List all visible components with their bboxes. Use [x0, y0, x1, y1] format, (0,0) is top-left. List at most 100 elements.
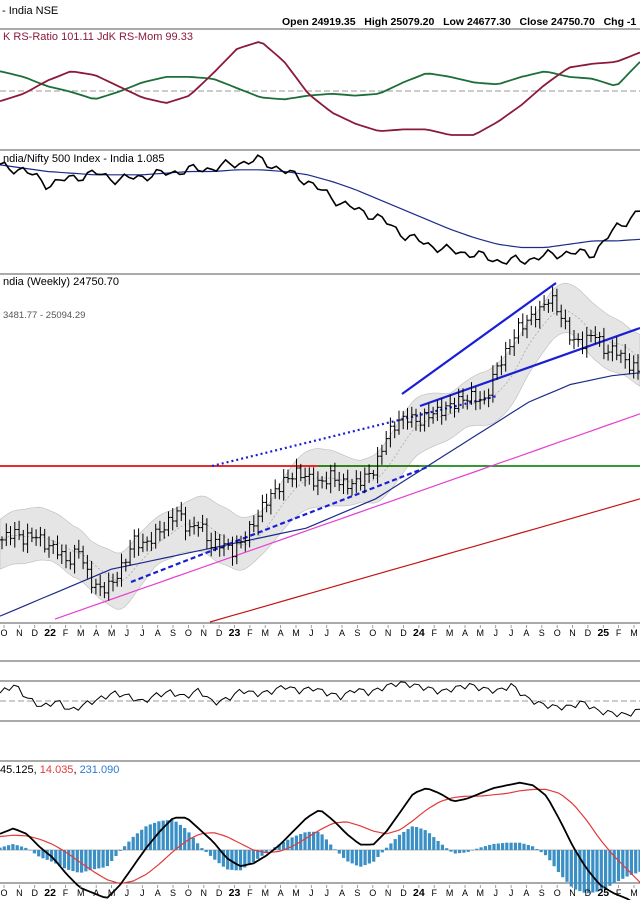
price-bar [29, 527, 34, 543]
price-bar [34, 529, 39, 546]
price-bar [324, 471, 329, 490]
macd-histogram-bar [7, 845, 11, 850]
x-axis-tick-label: A [93, 888, 99, 898]
price-bar [610, 339, 615, 362]
macd-histogram-bar [466, 850, 470, 852]
x-axis-tick-label: J [140, 888, 145, 898]
macd-histogram-bar [127, 841, 131, 850]
price-bar [589, 329, 593, 343]
x-axis-tick-label: D [585, 628, 592, 638]
price-bar [465, 394, 470, 410]
macd-histogram-bar [238, 850, 243, 871]
x-axis-tick-label: S [170, 628, 176, 638]
price-bar [175, 506, 179, 528]
price-bar [379, 444, 384, 465]
macd-histogram-bar [140, 829, 144, 850]
price-bar [520, 313, 525, 337]
price-bar [98, 574, 103, 597]
price-bar [546, 299, 551, 313]
x-axis-tick-label: M [77, 628, 85, 638]
macd-histogram-bar [221, 850, 225, 867]
macd-histogram-bar [84, 850, 88, 872]
price-bar [55, 535, 60, 560]
price-bar [409, 406, 414, 428]
price-bar [525, 314, 529, 339]
price-bar [623, 344, 628, 369]
price-bar [132, 529, 137, 558]
macd-histogram-bar [28, 850, 32, 851]
price-bar [222, 534, 226, 557]
symbol-title: - India NSE [2, 5, 58, 17]
x-axis-tick-label: O [0, 888, 7, 898]
trendlines-group [130, 282, 640, 584]
price-bar [153, 523, 158, 549]
macd-histogram-bar [191, 837, 195, 850]
price-bar [358, 471, 363, 491]
x-axis-tick-label: O [0, 628, 7, 638]
rrg-series-group [0, 41, 640, 136]
x-axis-tick-label: M [77, 888, 85, 898]
x-axis-tick-label: J [125, 628, 130, 638]
macd-histogram-bar [427, 833, 432, 850]
x-axis-tick-label: J [140, 628, 145, 638]
macd-histogram-bar [131, 836, 135, 850]
macd-histogram-bar [496, 843, 500, 850]
macd-histogram-bar [243, 850, 247, 868]
macd-histogram-bar [548, 850, 552, 861]
macd-histogram-bar [148, 824, 152, 850]
price-bar [542, 295, 547, 311]
price-bar [145, 536, 150, 552]
price-bar [397, 410, 401, 435]
macd-histogram-bar [410, 826, 414, 850]
oscillator-series-group [0, 681, 640, 718]
macd-histogram-bar [281, 842, 286, 850]
macd-histogram-bar [0, 847, 2, 850]
macd-histogram-bar [393, 839, 397, 850]
x-axis-tick-label: N [16, 888, 23, 898]
price-bar [102, 582, 107, 599]
macd-histogram-bar [174, 821, 178, 850]
macd-histogram-bar [92, 850, 97, 870]
price-bar [303, 467, 308, 487]
macd-histogram-bar [269, 849, 273, 851]
price-x-axis: O N D 22 F M A M J J A S O N D 23 F M A M J J A S O N D 24 F M A M J J A S O… [0, 625, 638, 639]
price-bar [320, 476, 325, 489]
macd-histogram-bar [513, 842, 517, 850]
macd-histogram-bar [372, 850, 376, 862]
x-axis-tick-label: J [125, 888, 130, 898]
x-axis-tick-label: M [446, 628, 454, 638]
macd-histogram-bar [161, 820, 165, 850]
price-bar [405, 407, 410, 430]
macd-histogram-bar [565, 850, 569, 882]
macd-histogram-bar [200, 848, 204, 850]
x-axis-tick-label: M [630, 888, 638, 898]
x-axis-tick-label: A [278, 628, 284, 638]
x-axis-tick-label: O [554, 628, 561, 638]
macd-histogram-bar [251, 850, 255, 863]
macd-histogram-bar [629, 850, 633, 875]
x-axis-tick-label: J [509, 628, 514, 638]
price-bar [12, 522, 17, 548]
x-axis-tick-label: N [385, 888, 392, 898]
x-axis-tick-label: F [63, 628, 69, 638]
macd-histogram-bar [58, 850, 62, 866]
upper-dotted-trendline [211, 394, 498, 468]
x-axis-tick-label: F [431, 628, 437, 638]
price-bar [354, 470, 359, 493]
macd-histogram-bar [531, 846, 535, 850]
x-axis-tick-label: M [261, 628, 269, 638]
x-axis-tick-label: M [108, 888, 116, 898]
price-bar [64, 544, 68, 569]
x-axis-tick-label: A [462, 628, 468, 638]
macd-histogram-bar [595, 850, 599, 892]
macd-histogram-bar [415, 827, 419, 850]
price-bar [123, 558, 128, 572]
macd-histogram-bar [604, 850, 608, 889]
price-bar [268, 488, 273, 515]
macd-x-axis: O N D 22 F M A M J J A S O N D 23 F M A M J J A S O N D 24 F M A M J J A S O… [0, 885, 638, 899]
macd-histogram-bar [440, 844, 444, 850]
price-bar [239, 535, 243, 549]
macd-histogram-bar [15, 845, 19, 850]
x-axis-tick-label: N [569, 628, 576, 638]
macd-histogram-bar [505, 842, 509, 850]
